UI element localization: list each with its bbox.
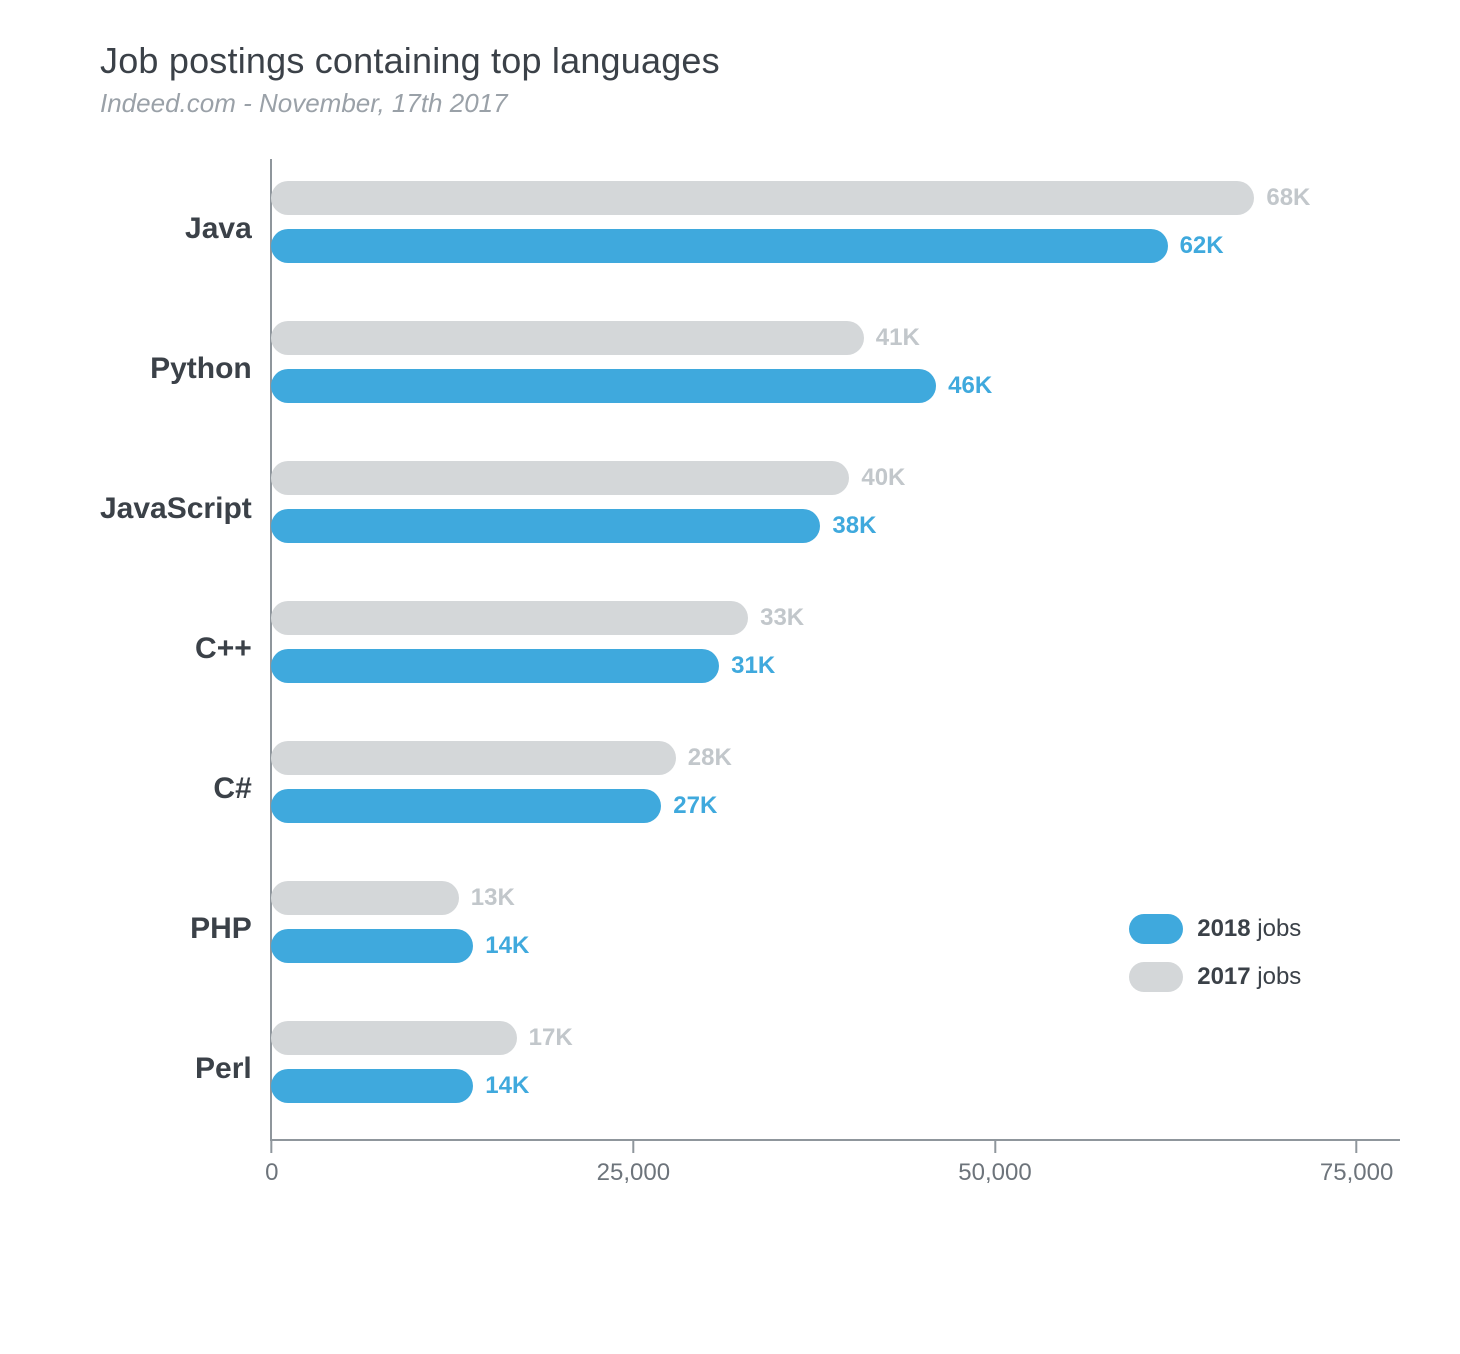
bar-2017: 13K (271, 881, 459, 915)
x-tick-label: 0 (265, 1159, 278, 1187)
bar-value-label: 28K (688, 744, 732, 772)
category-label: Java (185, 212, 252, 246)
bar-value-label: 27K (673, 792, 717, 820)
bar-2017: 17K (271, 1021, 517, 1055)
legend-swatch-icon (1129, 962, 1183, 992)
bar-group: 40K 38K (272, 439, 1400, 579)
bar-2018: 46K (271, 369, 936, 403)
legend-swatch-icon (1129, 914, 1183, 944)
bar-2017: 33K (271, 601, 748, 635)
bar-2018: 14K (271, 1069, 474, 1103)
bar-2018: 62K (271, 229, 1168, 263)
bar-value-label: 38K (832, 512, 876, 540)
chart-subtitle: Indeed.com - November, 17th 2017 (100, 88, 1400, 119)
category-label: Perl (195, 1052, 252, 1086)
bar-value-label: 13K (471, 884, 515, 912)
category-label: PHP (190, 912, 252, 946)
bar-2017: 28K (271, 741, 676, 775)
bar-group: 17K14K (272, 999, 1400, 1139)
legend-item: 2018 jobs (1129, 914, 1301, 944)
x-tick: 0 (265, 1139, 278, 1187)
bar-2018: 31K (271, 649, 719, 683)
x-tick-label: 75,000 (1320, 1159, 1393, 1187)
x-tick: 75,000 (1320, 1139, 1393, 1187)
x-tick-label: 50,000 (958, 1159, 1031, 1187)
bar-value-label: 33K (760, 604, 804, 632)
bar-value-label: 17K (529, 1024, 573, 1052)
bar-value-label: 68K (1266, 184, 1310, 212)
bar-2018: 14K (271, 929, 474, 963)
bar-2018: 38K (271, 509, 821, 543)
bar-value-label: 14K (485, 1072, 529, 1100)
x-tick: 50,000 (958, 1139, 1031, 1187)
bar-value-label: 46K (948, 372, 992, 400)
bar-value-label: 62K (1180, 232, 1224, 260)
plot-area: 68K62K41K46K40K38K33K31K28K27K13K14K17K1… (270, 159, 1400, 1141)
bar-group: 68K 62K (272, 159, 1400, 299)
chart: Java Python JavaScript C++ C# PHP Perl 68K 62K 4… (100, 159, 1400, 1141)
legend: 2018 jobs 2017 jobs (1129, 914, 1301, 992)
category-label: C++ (195, 632, 252, 666)
legend-label: 2018 jobs (1197, 915, 1301, 943)
x-tick-label: 25,000 (597, 1159, 670, 1187)
category-label: C# (213, 772, 251, 806)
category-label: JavaScript (100, 492, 252, 526)
bar-2018: 27K (271, 789, 662, 823)
y-axis-labels: Java Python JavaScript C++ C# PHP Perl (100, 159, 270, 1141)
bar-value-label: 41K (876, 324, 920, 352)
bar-2017: 41K (271, 321, 864, 355)
bar-group: 33K 31K (272, 579, 1400, 719)
bar-2017: 40K (271, 461, 850, 495)
legend-item: 2017 jobs (1129, 962, 1301, 992)
bar-value-label: 31K (731, 652, 775, 680)
bar-2017: 68K (271, 181, 1255, 215)
legend-label: 2017 jobs (1197, 963, 1301, 991)
bar-group: 41K 46K (272, 299, 1400, 439)
chart-title: Job postings containing top languages (100, 40, 1400, 82)
bar-value-label: 40K (861, 464, 905, 492)
bars-container: 68K62K41K46K40K38K33K31K28K27K13K14K17K1… (272, 159, 1400, 1139)
x-tick: 25,000 (597, 1139, 670, 1187)
bar-value-label: 14K (485, 932, 529, 960)
bar-group: 28K 27K (272, 719, 1400, 859)
x-axis-ticks: 025,00050,00075,000 (272, 1139, 1400, 1189)
category-label: Python (150, 352, 252, 386)
